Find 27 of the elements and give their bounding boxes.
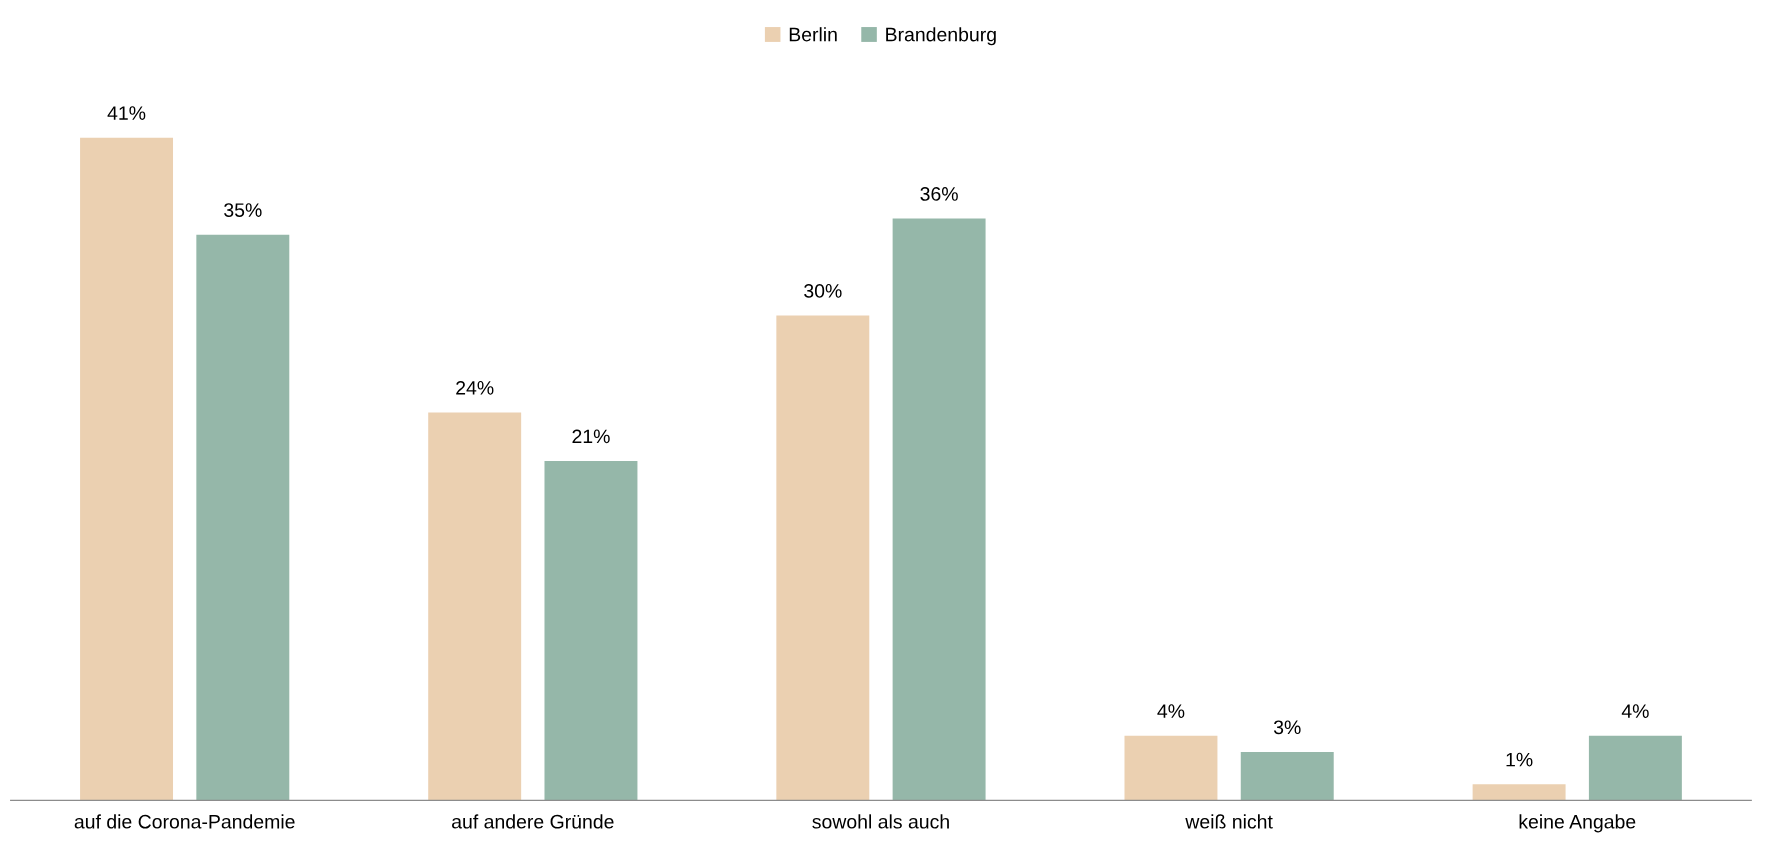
data-label: 35% bbox=[224, 203, 262, 217]
bar bbox=[544, 460, 638, 801]
data-label: 21% bbox=[572, 429, 610, 444]
data-label: 36% bbox=[920, 187, 958, 201]
x-tick-label: auf die Corona-Pandemie bbox=[74, 814, 295, 829]
bar bbox=[1124, 735, 1218, 801]
data-label: 3% bbox=[1273, 720, 1301, 735]
bar bbox=[892, 218, 986, 801]
data-label: 24% bbox=[456, 380, 494, 395]
x-tick-label: sowohl als auch bbox=[812, 814, 949, 829]
data-label: 1% bbox=[1506, 752, 1533, 767]
x-tick-label: auf andere Gründe bbox=[452, 814, 614, 829]
legend-label: Brandenburg bbox=[886, 27, 996, 46]
bar bbox=[1472, 784, 1566, 801]
x-tick-label: keine Angabe bbox=[1519, 814, 1636, 833]
bar bbox=[776, 315, 870, 801]
data-label: 30% bbox=[804, 284, 842, 298]
bar bbox=[80, 137, 174, 801]
bar bbox=[196, 234, 290, 801]
x-tick-label: weiß nicht bbox=[1185, 814, 1273, 829]
bar bbox=[428, 412, 522, 801]
data-label: 4% bbox=[1157, 704, 1185, 718]
bar bbox=[1240, 751, 1334, 801]
bar bbox=[1588, 735, 1682, 801]
data-label: 41% bbox=[107, 106, 146, 120]
legend-label: Berlin bbox=[789, 27, 837, 42]
data-label: 4% bbox=[1621, 704, 1649, 718]
